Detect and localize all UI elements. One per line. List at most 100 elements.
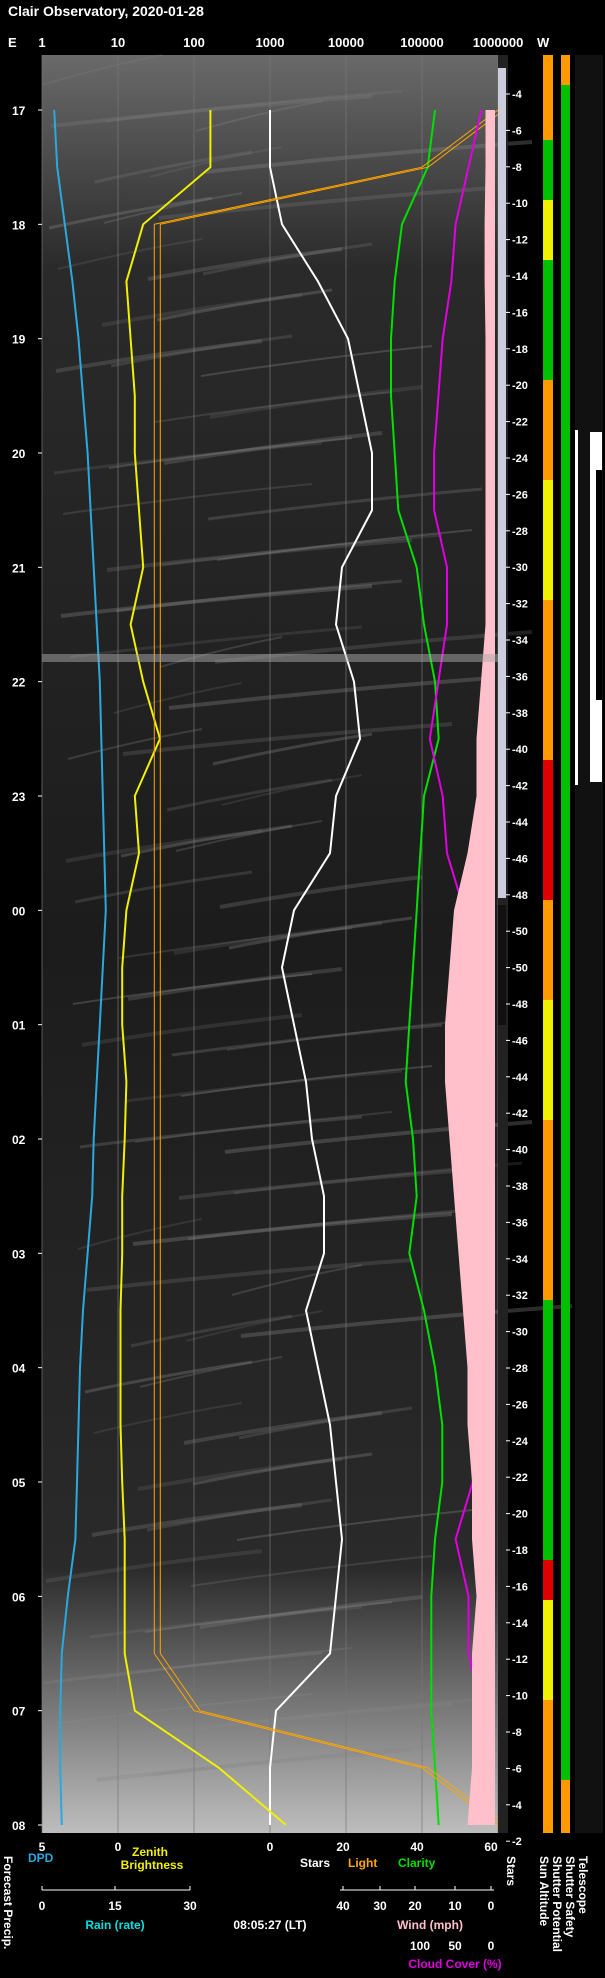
cloud-streak xyxy=(156,288,333,322)
west-label: W xyxy=(537,35,550,50)
cloud-streak xyxy=(125,1069,403,1103)
top-axis-tick-label: 10000 xyxy=(328,35,364,50)
dpd-tick: 0 xyxy=(115,1840,122,1854)
series-clarity xyxy=(390,109,444,1826)
time-tick-label: 03 xyxy=(12,1247,26,1261)
sun-altitude-tick-label: -48 xyxy=(512,999,528,1011)
shutter-potential-column-segment xyxy=(543,200,553,260)
stars-tick: 20 xyxy=(336,1840,350,1854)
page-title: Clair Observatory, 2020-01-28 xyxy=(8,3,204,19)
cloud-streak xyxy=(105,89,403,123)
time-tick-label: 05 xyxy=(12,1476,26,1490)
sun-altitude-tick-label: -50 xyxy=(512,963,528,975)
light-axis-label: Light xyxy=(348,1856,377,1870)
sun-altitude-tick-label: -8 xyxy=(512,1727,522,1739)
cloud-streak xyxy=(103,192,243,224)
cloud-streak xyxy=(139,1356,283,1388)
cloud-streak xyxy=(94,150,253,184)
cloud-streak xyxy=(159,636,283,668)
time-tick-label: 20 xyxy=(12,447,26,461)
series-stars xyxy=(269,110,373,1825)
sun-altitude-tick-label: -34 xyxy=(512,635,529,647)
cloud-streak xyxy=(72,973,313,1005)
zenith-tick: 0 xyxy=(267,1840,274,1854)
shutter-potential-column-segment xyxy=(543,900,553,1000)
series-dpd xyxy=(53,109,107,1826)
cloud-streak xyxy=(219,875,423,909)
cloud-streak xyxy=(67,728,203,760)
cloud-streak xyxy=(183,1411,383,1445)
cloud-streak xyxy=(158,186,493,220)
wind-tick: 30 xyxy=(373,1899,387,1913)
cloud-streak xyxy=(192,1452,373,1486)
wind-tick: 10 xyxy=(448,1899,462,1913)
sun-altitude-tick-label: -30 xyxy=(512,1327,528,1339)
cloud-streak xyxy=(101,293,303,327)
stars-axis-label: Stars xyxy=(300,1856,330,1870)
shutter-safety-column-segment xyxy=(561,1780,570,1833)
cloud-streak xyxy=(228,916,413,950)
gap-band xyxy=(42,654,498,662)
east-label: E xyxy=(8,35,17,50)
cloud-streak xyxy=(231,1264,363,1296)
sun-altitude-tick-label: -18 xyxy=(512,1545,528,1557)
sun-altitude-tick-label: -36 xyxy=(512,1217,528,1229)
telescope-activity xyxy=(575,430,578,785)
cloud-streak xyxy=(202,242,373,276)
shutter-potential-column-segment xyxy=(543,1600,553,1700)
shutter-safety-column-segment xyxy=(561,55,570,85)
top-axis-tick-label: 1000000 xyxy=(473,35,524,50)
cloud-streak xyxy=(120,824,293,858)
cloud-streak xyxy=(200,345,433,377)
time-tick-label: 08 xyxy=(12,1819,26,1833)
cloud-streak xyxy=(137,1457,343,1491)
time-tick-label: 07 xyxy=(12,1705,26,1719)
shutter-potential-column-segment xyxy=(543,55,553,140)
top-axis-tick-label: 1 xyxy=(38,35,45,50)
stars-vertical-label: Stars xyxy=(504,1856,518,1886)
shutter-potential-column-segment xyxy=(543,260,553,380)
sun-altitude-tick-label: -44 xyxy=(512,1072,529,1084)
cloud-streak xyxy=(132,1212,453,1246)
sun-altitude-tick-label: -20 xyxy=(512,380,528,392)
dpd-axis-label: DPD xyxy=(28,1851,54,1865)
wind-tick: 0 xyxy=(488,1899,495,1913)
sun-altitude-tick-label: -24 xyxy=(512,453,529,465)
forecast-precip-label: Forecast Precip. xyxy=(1,1856,15,1949)
sun-altitude-tick-label: -46 xyxy=(512,853,528,865)
sun-altitude-tick-label: -24 xyxy=(512,1436,529,1448)
cloud-streak xyxy=(240,1304,573,1338)
sun-altitude-tick-label: -16 xyxy=(512,307,528,319)
sun-altitude-tick-label: -48 xyxy=(512,890,528,902)
sun-altitude-tick-label: -44 xyxy=(512,817,529,829)
status-column-label: Sun Altitude xyxy=(537,1856,551,1927)
cloud-tick: 100 xyxy=(410,1939,430,1953)
sun-altitude-tick-label: -10 xyxy=(512,198,528,210)
rain-tick: 15 xyxy=(108,1899,122,1913)
cloud-streak xyxy=(209,385,423,419)
series-cloud-cover-area xyxy=(445,110,495,1825)
sun-altitude-tick-label: -32 xyxy=(512,1290,528,1302)
cloud-streak xyxy=(74,870,253,904)
rain-tick: 30 xyxy=(183,1899,197,1913)
sun-altitude-tick-label: -46 xyxy=(512,1035,528,1047)
shutter-potential-column-segment xyxy=(543,1000,553,1120)
sun-altitude-gap xyxy=(498,905,506,1025)
sun-altitude-tick-label: -18 xyxy=(512,344,528,356)
wind-tick: 40 xyxy=(336,1899,350,1913)
cloud-streak xyxy=(163,431,383,465)
sun-altitude-tick-label: -10 xyxy=(512,1691,528,1703)
cloud-streak xyxy=(50,94,373,128)
sun-altitude-tick-label: -6 xyxy=(512,125,522,137)
cloud-streak xyxy=(69,625,363,659)
cloud-streak xyxy=(115,579,403,613)
wind-tick: 20 xyxy=(408,1899,422,1913)
sun-altitude-tick-label: -4 xyxy=(512,1800,523,1812)
cloud-streak xyxy=(212,732,373,766)
cloud-axis-label: Cloud Cover (%) xyxy=(408,1957,501,1971)
sun-altitude-tick-label: -36 xyxy=(512,671,528,683)
top-axis-tick-label: 100 xyxy=(183,35,205,50)
sun-altitude-tick-label: -30 xyxy=(512,562,528,574)
sun-altitude-tick-label: -32 xyxy=(512,599,528,611)
time-tick-label: 00 xyxy=(12,904,26,918)
